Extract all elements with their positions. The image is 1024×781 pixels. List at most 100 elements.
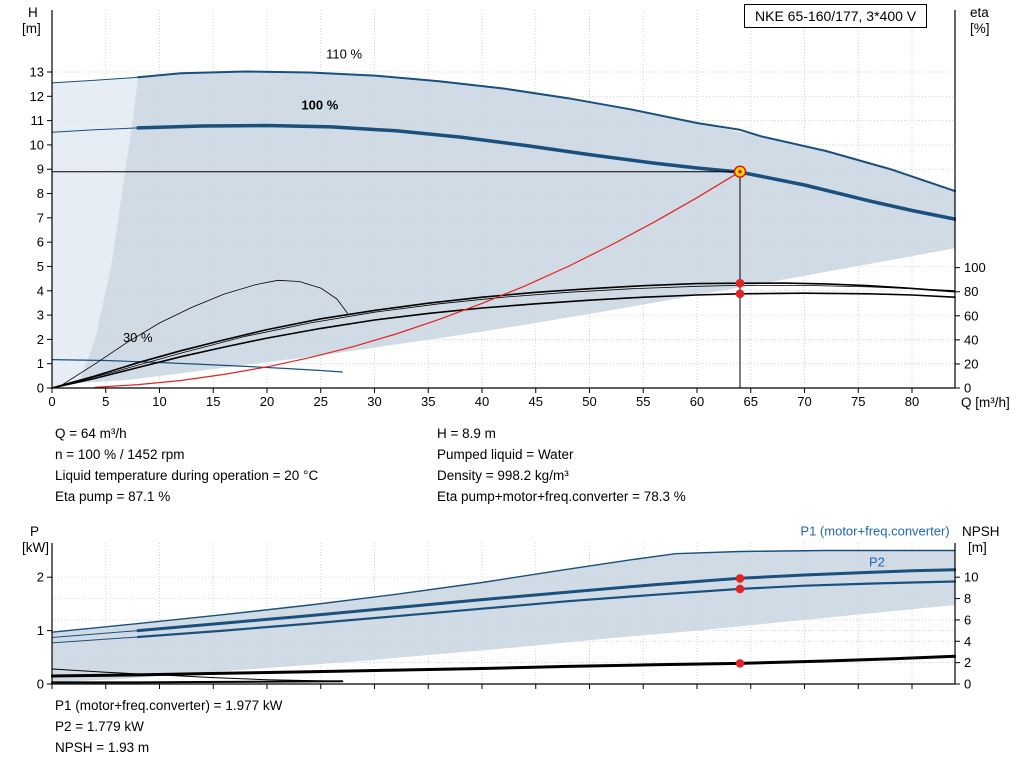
power-npsh-chart: 0 1 2 0 2 4 6 8 10 P1 (motor+freq.converter) P2 — [37, 524, 979, 692]
p1-point — [735, 574, 745, 583]
curve-label: 100 % — [301, 98, 338, 113]
curve-label: P1 (motor+freq.converter) — [800, 524, 949, 539]
y2-tick-label: 6 — [964, 612, 971, 627]
y2-tick-label: 100 — [964, 260, 986, 275]
x-tick-label: 5 — [102, 394, 109, 409]
eta-mid-curve — [51, 284, 956, 389]
y-tick-label: 11 — [31, 113, 45, 128]
detail-eta-pump: Eta pump = 87.1 % — [55, 489, 171, 504]
y2-tick-label: 0 — [964, 677, 971, 692]
y-tick-label: 12 — [30, 89, 44, 104]
result-npsh: NPSH = 1.93 m — [55, 740, 150, 755]
eta-axis-label: eta — [970, 5, 989, 20]
result-p1: P1 (motor+freq.converter) = 1.977 kW — [55, 698, 283, 713]
npsh-curve — [51, 654, 956, 678]
detail-temp: Liquid temperature during operation = 20… — [55, 468, 319, 483]
detail-eta-total: Eta pump+motor+freq.converter = 78.3 % — [437, 489, 686, 504]
curve-100pct — [136, 123, 956, 221]
y2-tick-label: 8 — [964, 591, 971, 606]
y-tick-label: 7 — [37, 210, 44, 225]
y2-tick-label: 60 — [964, 308, 978, 323]
h-axis-unit: [m] — [22, 21, 41, 36]
eta-total-point — [735, 289, 745, 299]
x-tick-label: 60 — [690, 394, 704, 409]
pump-title: NKE 65-160/177, 3*400 V — [744, 4, 928, 28]
x-tick-label: 55 — [636, 394, 650, 409]
y-tick-label: 0 — [37, 677, 44, 692]
eta-arc-reduced-speed — [62, 279, 349, 385]
y-tick-label: 10 — [30, 137, 44, 152]
x-tick-label: 15 — [206, 394, 220, 409]
x-tick-label: 25 — [314, 394, 328, 409]
y-tick-label: 0 — [37, 381, 44, 396]
operating-details-right: H = 8.9 m Pumped liquid = Water Density … — [437, 426, 686, 510]
curve-110pct-ext — [51, 76, 139, 84]
x-tick-label: 70 — [797, 394, 811, 409]
detail-n: n = 100 % / 1452 rpm — [55, 447, 185, 462]
x-tick-label: 10 — [152, 394, 166, 409]
reduced-speed-power-2 — [51, 680, 344, 684]
x-tick-label: 35 — [421, 394, 435, 409]
y-tick-label: 4 — [37, 283, 44, 298]
curve-label: 110 % — [326, 47, 362, 62]
x-tick-label: 30 — [367, 394, 381, 409]
x-tick-label: 40 — [475, 394, 489, 409]
result-p2: P2 = 1.779 kW — [55, 719, 144, 734]
h-axis-label: H — [28, 5, 38, 20]
y-tick-label: 6 — [37, 235, 44, 250]
y-tick-label: 13 — [30, 64, 44, 79]
y-tick-label: 3 — [37, 308, 44, 323]
reduced-speed-power-1 — [51, 668, 343, 682]
y2-tick-label: 10 — [964, 570, 978, 585]
y-tick-label: 9 — [37, 162, 44, 177]
control-curve-red — [94, 171, 741, 388]
y2-tick-label: 0 — [964, 381, 971, 396]
curve-30pct — [51, 359, 343, 373]
y-tick-label: 1 — [37, 623, 44, 638]
detail-liquid: Pumped liquid = Water — [437, 447, 574, 462]
eta-pump-point — [735, 278, 745, 288]
y-tick-label: 8 — [37, 186, 44, 201]
y2-tick-label: 20 — [964, 356, 978, 371]
p1-curve — [136, 568, 956, 633]
y2-tick-label: 40 — [964, 332, 978, 347]
x-tick-label: 0 — [48, 394, 55, 409]
y-tick-label: 1 — [37, 356, 44, 371]
x-tick-label: 65 — [744, 394, 758, 409]
power-results: P1 (motor+freq.converter) = 1.977 kW P2 … — [55, 698, 282, 761]
y-tick-label: 2 — [37, 570, 44, 585]
eta-axis-unit: [%] — [970, 21, 990, 36]
npsh-axis-label: NPSH — [962, 524, 1000, 539]
p2-point — [735, 584, 745, 594]
eta-total-curve — [51, 292, 956, 389]
operating-details-left: Q = 64 m³/h n = 100 % / 1452 rpm Liquid … — [55, 426, 318, 510]
x-tick-label: 75 — [851, 394, 865, 409]
curve-label: 30 % — [123, 330, 153, 345]
p-axis-unit: [kW] — [22, 540, 49, 555]
y-tick-label: 5 — [37, 259, 44, 274]
power-envelope-top-edge — [51, 549, 956, 633]
x-tick-label: 45 — [529, 394, 543, 409]
p-axis-label: P — [30, 524, 40, 539]
detail-h: H = 8.9 m — [437, 426, 496, 441]
operating-envelope-left — [52, 77, 138, 389]
y2-tick-label: 80 — [964, 284, 978, 299]
p2-curve — [136, 580, 956, 639]
eta-pump-curve — [51, 282, 956, 389]
npsh-point — [735, 659, 745, 668]
y2-tick-label: 2 — [964, 655, 971, 670]
power-envelope — [52, 550, 955, 683]
curve-110pct — [137, 70, 956, 193]
x-tick-label: 20 — [260, 394, 274, 409]
x-tick-label: 80 — [905, 394, 919, 409]
curve-label: P2 — [869, 555, 885, 570]
detail-q: Q = 64 m³/h — [55, 426, 127, 441]
x-tick-label: 50 — [582, 394, 596, 409]
qh-eta-chart: 0 5 10 15 20 25 30 35 40 45 50 55 60 65 70 75 8001234567… — [30, 10, 986, 409]
y2-tick-label: 4 — [964, 634, 971, 649]
q-axis-unit: Q [m³/h] — [961, 395, 1010, 410]
detail-density: Density = 998.2 kg/m³ — [437, 468, 569, 483]
duty-point-center — [738, 169, 742, 174]
